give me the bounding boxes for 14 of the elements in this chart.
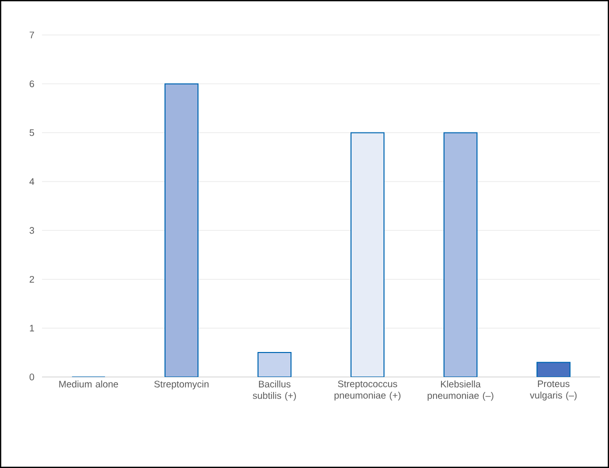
y-tick-label: 7 xyxy=(30,32,34,38)
x-tick-label: Bacillus subtilis (+) xyxy=(252,380,296,401)
y-tick-label: 4 xyxy=(29,178,34,185)
y-tick-label: 5 xyxy=(30,129,34,136)
y-tick-label: 2 xyxy=(30,276,34,283)
x-tick-label: Streptococcus pneumoniae (+) xyxy=(334,380,400,401)
x-tick-label: Medium alone xyxy=(59,380,118,388)
y-tick-label: 0 xyxy=(30,374,34,380)
x-tick-label: Streptomycin xyxy=(154,380,209,390)
y-tick-label: 1 xyxy=(30,324,34,332)
y-tick-label: 3 xyxy=(30,227,34,234)
x-tick-label: Klebsiella pneumoniae (–) xyxy=(428,380,494,401)
x-tick-label: Proteus vulgaris (–) xyxy=(530,380,577,400)
y-tick-label: 6 xyxy=(30,80,34,88)
